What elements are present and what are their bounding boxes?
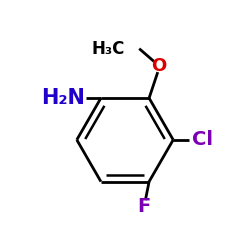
Text: Cl: Cl [192, 130, 213, 149]
Text: H₃C: H₃C [91, 40, 124, 58]
Text: F: F [138, 197, 151, 216]
Text: O: O [151, 57, 166, 75]
Text: H₂N: H₂N [41, 88, 85, 108]
